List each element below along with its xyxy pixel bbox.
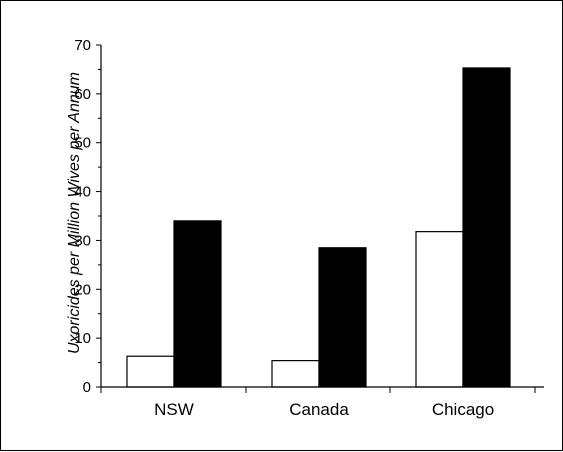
y-axis-title: Uxoricides per Million Wives per Annum [66,72,83,354]
bar-nsw-series-1 [126,355,175,388]
bar-chicago-series-1 [415,231,464,388]
y-tick-label-60: 60 [74,86,91,103]
x-category-label-canada: Canada [289,400,349,419]
y-tick-label-30: 30 [74,232,91,249]
bar-canada-series-1 [271,360,320,388]
y-tick-label-40: 40 [74,184,91,201]
y-tick-label-0: 0 [83,379,91,396]
x-category-label-nsw: NSW [154,400,194,419]
y-tick-label-20: 20 [74,281,91,298]
y-tick-label-50: 50 [74,135,91,152]
bar-canada-series-2 [318,247,367,388]
y-tick-label-70: 70 [74,37,91,54]
y-tick-label-10: 10 [74,330,91,347]
chart-marks [126,67,511,388]
x-category-label-chicago: Chicago [432,400,494,419]
bar-chicago-series-2 [462,67,511,388]
bar-nsw-series-2 [173,220,222,388]
chart-axes: 0 10 20 30 40 50 60 70 NSW Canada Chicago [74,37,544,419]
